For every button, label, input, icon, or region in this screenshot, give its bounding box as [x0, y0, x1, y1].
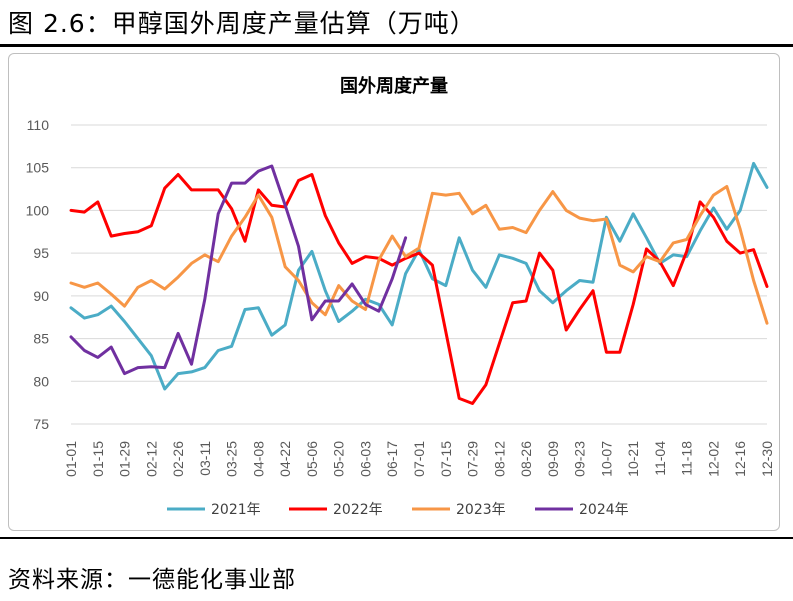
y-tick-label: 100 [26, 202, 50, 218]
y-tick-label: 90 [33, 288, 49, 304]
x-tick-label: 10-07 [598, 441, 614, 477]
x-tick-label: 07-29 [465, 441, 481, 477]
x-tick-label: 07-15 [438, 441, 454, 477]
y-axis-ticks: 75 80 85 90 95 100 105 110 [26, 117, 50, 432]
x-tick-label: 09-09 [545, 441, 561, 477]
x-tick-label: 12-30 [759, 441, 775, 477]
x-tick-label: 04-22 [277, 441, 293, 477]
series-line-2021年 [69, 161, 769, 391]
y-tick-label: 110 [27, 117, 50, 133]
legend-label: 2024年 [579, 502, 629, 518]
chart-frame: 国外周度产量 75 80 85 90 95 100 105 110 01-01 01-15 01-… [8, 53, 780, 531]
x-tick-label: 03-11 [197, 441, 213, 476]
bottom-rule [0, 537, 793, 539]
x-tick-label: 08-12 [491, 441, 507, 477]
y-tick-label: 85 [33, 331, 49, 347]
legend-label: 2023年 [456, 502, 506, 518]
series-line-2023年 [69, 185, 769, 325]
x-tick-label: 11-18 [679, 441, 695, 476]
x-tick-label: 05-20 [331, 441, 347, 477]
figure-title: 图 2.6：甲醇国外周度产量估算（万吨） [8, 9, 476, 38]
y-tick-label: 80 [33, 373, 49, 389]
x-tick-label: 05-06 [304, 441, 320, 477]
x-tick-label: 08-26 [518, 441, 534, 477]
y-tick-label: 105 [26, 160, 50, 176]
x-tick-label: 12-16 [732, 441, 748, 477]
x-tick-label: 12-02 [705, 441, 721, 477]
series-lines [69, 161, 769, 405]
series-line-2022年 [69, 173, 769, 405]
legend-label: 2022年 [333, 502, 383, 518]
x-tick-label: 03-25 [224, 441, 240, 477]
y-tick-label: 75 [33, 416, 49, 432]
series-line-2024年 [69, 164, 408, 376]
x-tick-label: 01-29 [117, 441, 133, 477]
y-tick-label: 95 [33, 245, 49, 261]
legend: 2021年 2022年 2023年 2024年 [167, 502, 629, 518]
x-tick-label: 04-08 [250, 441, 266, 477]
x-tick-label: 11-04 [652, 441, 668, 476]
legend-label: 2021年 [211, 502, 261, 518]
chart-title: 国外周度产量 [340, 75, 448, 97]
x-tick-label: 06-17 [384, 441, 400, 477]
x-tick-label: 10-21 [625, 441, 641, 477]
x-tick-label: 02-26 [170, 441, 186, 477]
x-tick-label: 02-12 [143, 441, 159, 477]
x-axis-ticks: 01-01 01-15 01-29 02-12 02-26 03-11 03-25 04-08… [63, 441, 775, 477]
x-tick-label: 01-15 [90, 441, 106, 477]
top-rule [0, 44, 793, 47]
x-tick-label: 09-23 [572, 441, 588, 477]
source-note: 资料来源：一德能化事业部 [8, 567, 296, 593]
x-tick-label: 01-01 [63, 441, 79, 477]
x-tick-label: 06-03 [357, 441, 373, 477]
x-tick-label: 07-01 [411, 441, 427, 477]
gridlines [71, 124, 767, 425]
